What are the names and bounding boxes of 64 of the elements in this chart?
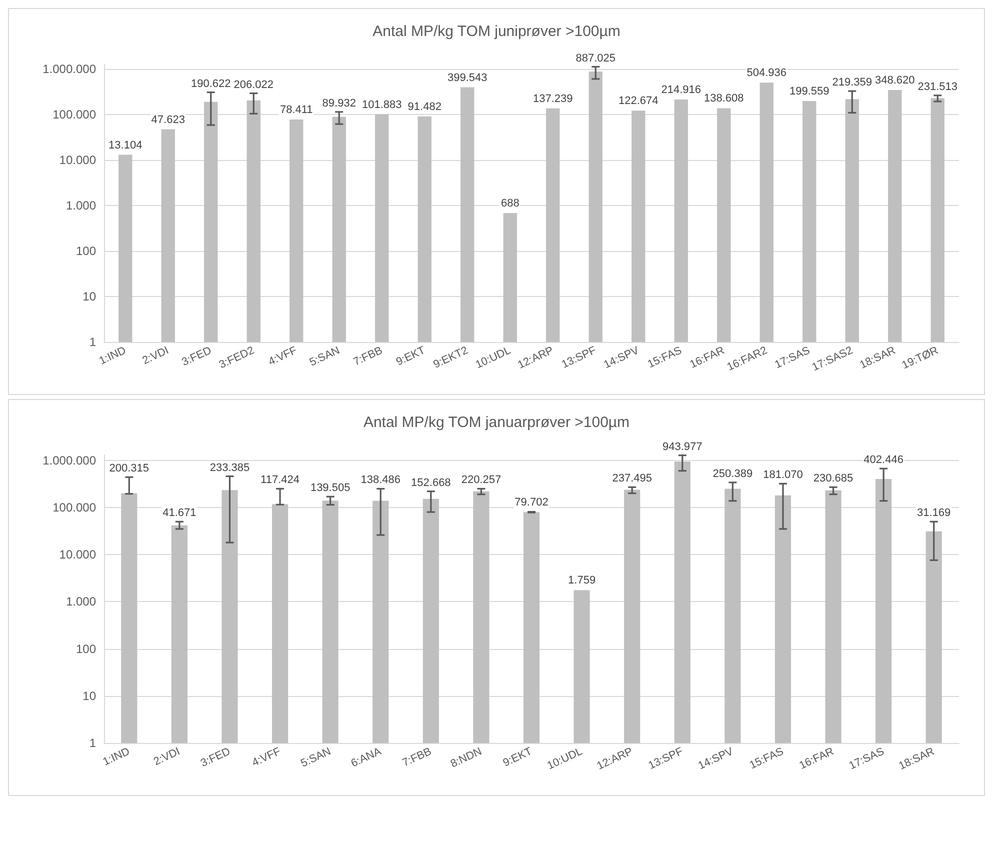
data-label: 214.916	[661, 84, 702, 96]
data-label: 138.486	[360, 474, 400, 486]
x-tick-label: 6:ANA	[349, 745, 384, 770]
y-tick-label: 100	[76, 642, 96, 656]
data-label: 231.513	[918, 80, 958, 93]
data-label: 138.608	[704, 92, 744, 105]
data-label: 219.359	[832, 76, 872, 89]
y-tick-label: 100.000	[52, 500, 96, 514]
x-tick-label: 4:VFF	[250, 745, 283, 770]
data-label: 237.495	[612, 472, 652, 485]
x-tick-label: 3:FED	[180, 344, 214, 369]
data-label: 47.623	[151, 114, 185, 126]
data-label: 688	[500, 197, 520, 210]
y-tick-label: 10	[82, 688, 96, 703]
data-label: 399.543	[447, 72, 488, 84]
data-label: 1.759	[568, 574, 596, 587]
data-label: 402.446	[864, 454, 904, 466]
y-tick-label: 10.000	[59, 548, 96, 562]
data-label: 41.671	[162, 507, 196, 520]
data-label: 230.685	[813, 472, 854, 485]
y-tick-label: 1.000	[66, 594, 96, 609]
x-tick-label: 1:IND	[101, 746, 132, 768]
x-tick-label: 3:FED	[198, 746, 232, 770]
data-label: 137.239	[532, 92, 573, 105]
data-label: 250.389	[712, 468, 753, 480]
x-tick-label: 4:VFF	[266, 344, 300, 368]
data-label: 181.070	[763, 469, 803, 482]
data-label: 504.936	[746, 67, 787, 80]
x-tick-label: 2:VDI	[140, 344, 171, 368]
y-tick-label: 1	[89, 736, 96, 750]
x-tick-label: 7:FBB	[352, 344, 384, 368]
x-tick-label: 1:IND	[97, 344, 128, 368]
data-label: 101.883	[362, 98, 402, 111]
data-label: 122.674	[618, 95, 658, 108]
data-label: 190.622	[190, 78, 231, 90]
data-label: 91.482	[408, 100, 442, 113]
x-tick-label: 7:FBB	[400, 746, 434, 770]
data-label: 200.315	[109, 462, 150, 475]
data-label: 78.411	[280, 104, 313, 116]
y-tick-label: 10.000	[59, 153, 96, 168]
data-label: 206.022	[234, 78, 274, 91]
data-label: 79.702	[514, 496, 548, 509]
data-label: 233.385	[210, 462, 250, 474]
data-label: 348.620	[874, 74, 915, 86]
data-label: 89.932	[322, 97, 356, 110]
data-label: 199.559	[789, 86, 830, 98]
y-tick-label: 1.000.000	[42, 62, 96, 76]
y-tick-label: 100	[76, 244, 96, 258]
y-tick-label: 100.000	[52, 108, 96, 122]
x-tick-label: 2:VDI	[152, 746, 182, 768]
data-label: 943.977	[662, 440, 702, 453]
data-label: 31.169	[917, 507, 951, 520]
chart-title: Antal MP/kg TOM juniprøver >100µm	[372, 23, 620, 40]
y-tick-label: 10	[82, 290, 96, 304]
data-label: 152.668	[411, 476, 451, 489]
data-label: 117.424	[260, 474, 300, 486]
data-label: 139.505	[310, 482, 350, 494]
y-tick-label: 1.000	[66, 198, 96, 213]
data-label: 887.025	[576, 52, 616, 64]
data-label: 13.104	[108, 139, 142, 152]
y-tick-label: 1.000.000	[42, 453, 96, 468]
y-tick-label: 1	[89, 335, 96, 349]
data-label: 220.257	[461, 474, 502, 486]
chart-title: Antal MP/kg TOM januarprøver >100µm	[363, 414, 630, 431]
